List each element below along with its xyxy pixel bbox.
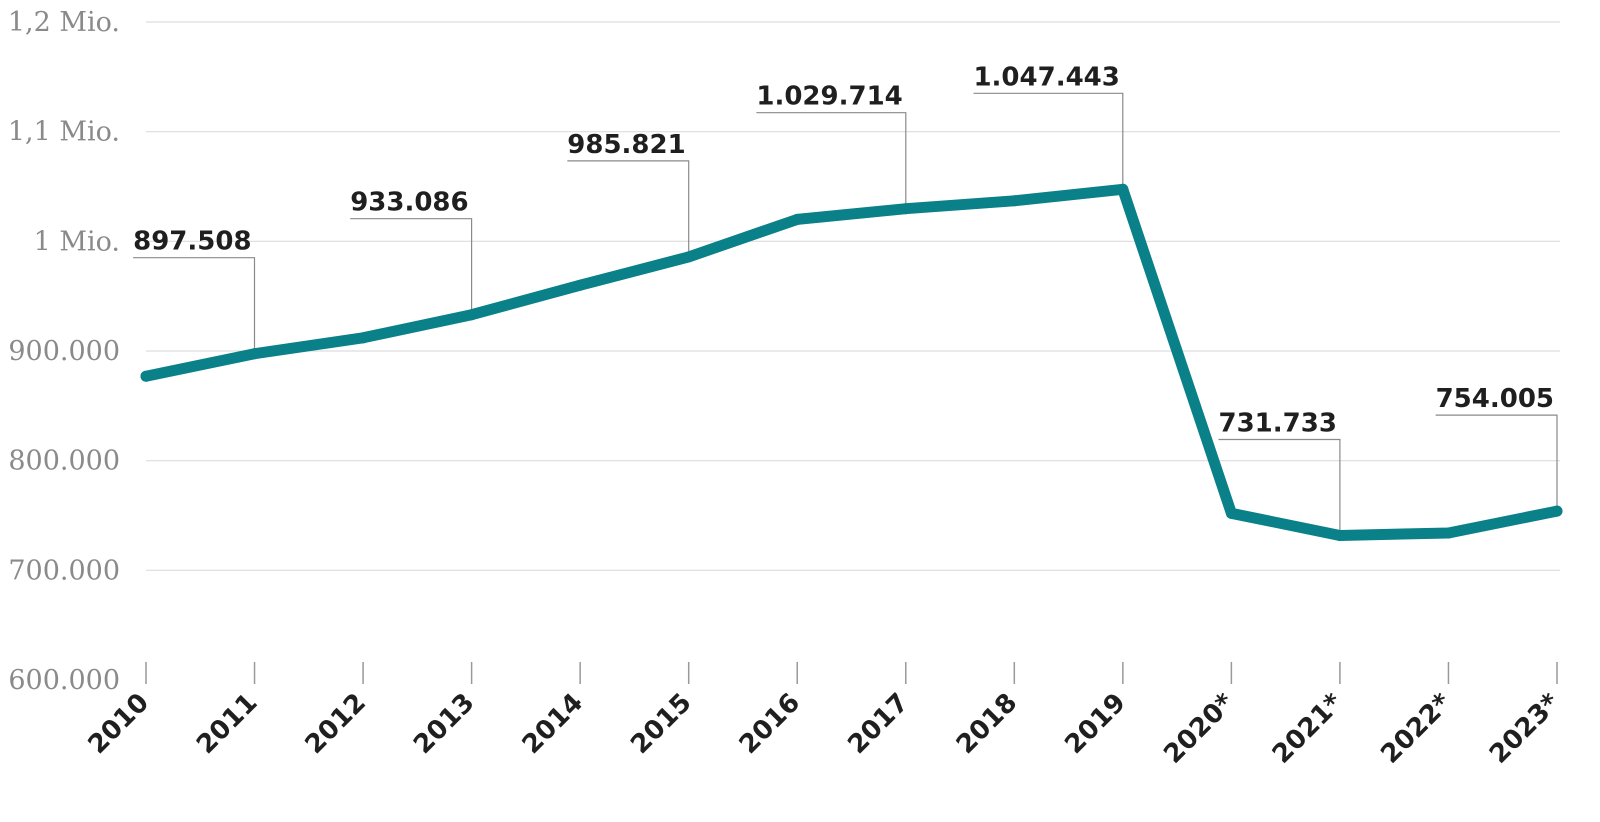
x-tick-label: 2019 xyxy=(1059,688,1131,760)
y-tick-label: 700.000 xyxy=(8,555,120,586)
leader-line xyxy=(350,218,473,311)
x-tick-label: 2020* xyxy=(1158,687,1240,769)
y-axis-tick-labels: 600.000 700.000 800.000 900.000 1 Mio. 1,1 Mi… xyxy=(8,7,120,696)
data-label: 731.733 xyxy=(1219,409,1337,439)
data-label: 754.005 xyxy=(1436,384,1554,414)
data-label: 985.821 xyxy=(567,130,685,160)
data-point xyxy=(140,370,152,382)
series-layer xyxy=(140,183,1563,542)
data-point xyxy=(900,203,912,215)
data-point xyxy=(574,279,586,291)
leader-line xyxy=(1435,414,1558,508)
x-tick-label: 2013 xyxy=(408,688,480,760)
data-point xyxy=(1008,195,1020,207)
data-point xyxy=(357,332,369,344)
data-point xyxy=(466,309,478,321)
x-tick-label: 2012 xyxy=(300,688,372,760)
y-tick-label: 1,1 Mio. xyxy=(8,117,120,148)
y-tick-label: 1 Mio. xyxy=(34,226,120,257)
data-labels: 897.508 933.086 985.821 1.029.714 1.047.443 7… xyxy=(133,62,1554,438)
data-point xyxy=(683,251,695,263)
data-point xyxy=(249,348,261,360)
data-label: 1.029.714 xyxy=(756,82,902,112)
data-point xyxy=(791,213,803,225)
y-tick-label: 900.000 xyxy=(8,336,120,367)
data-point xyxy=(1117,183,1129,195)
x-tick-label: 2011 xyxy=(191,688,263,760)
x-tick-label: 2021* xyxy=(1267,687,1349,769)
data-label: 897.508 xyxy=(133,227,251,257)
y-tick-label: 800.000 xyxy=(8,446,120,477)
x-tick-label: 2018 xyxy=(951,688,1023,760)
x-tick-label: 2015 xyxy=(625,688,697,760)
x-axis: 2010 2011 2012 2013 2014 2015 2016 2017 2018 2019… xyxy=(83,662,1566,770)
x-tick-label: 2016 xyxy=(734,688,806,760)
leader-line xyxy=(756,112,907,205)
leader-line xyxy=(567,160,690,253)
x-tick-label: 2023* xyxy=(1484,687,1566,769)
data-point xyxy=(1225,507,1237,519)
x-tick-label: 2010 xyxy=(83,688,155,760)
leader-line xyxy=(133,257,256,350)
series-line xyxy=(140,183,1563,541)
leader-line xyxy=(1218,438,1341,532)
data-label: 933.086 xyxy=(350,188,468,218)
data-point xyxy=(1442,527,1454,539)
x-tick-label: 2014 xyxy=(517,688,589,760)
x-tick-label: 2017 xyxy=(842,688,914,760)
grid-lines xyxy=(146,21,1560,571)
leader-line xyxy=(973,92,1124,186)
y-tick-label: 1,2 Mio. xyxy=(8,7,120,38)
x-tick-label: 2022* xyxy=(1375,687,1457,769)
y-tick-label: 600.000 xyxy=(8,665,120,696)
data-label: 1.047.443 xyxy=(973,62,1119,92)
annotation-leaders xyxy=(133,92,1558,532)
data-point xyxy=(1334,530,1346,542)
data-point xyxy=(1551,505,1563,517)
